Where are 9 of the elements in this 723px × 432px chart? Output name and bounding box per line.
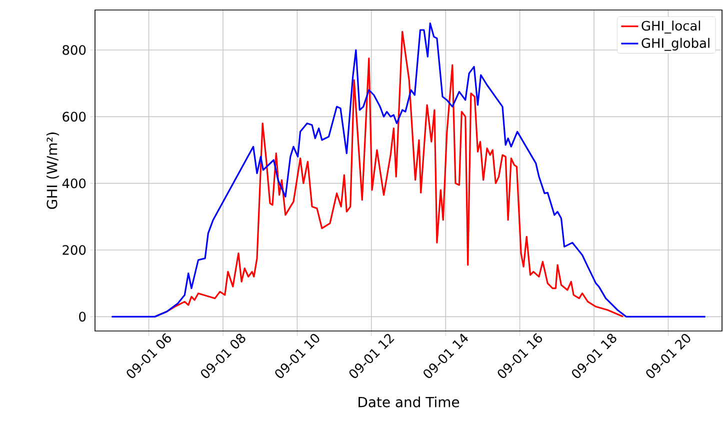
y-tick-label: 0 — [79, 312, 86, 322]
y-tick-label: 200 — [62, 245, 86, 255]
y-axis-title: GHI (W/m²) — [46, 132, 59, 209]
legend-label: GHI_local — [642, 20, 700, 34]
legend-label: GHI_global — [642, 38, 710, 51]
y-tick-label: 400 — [62, 178, 86, 188]
y-tick-label: 800 — [62, 45, 86, 55]
x-axis-title: Date and Time — [358, 396, 460, 408]
y-tick-label: 600 — [62, 112, 86, 122]
